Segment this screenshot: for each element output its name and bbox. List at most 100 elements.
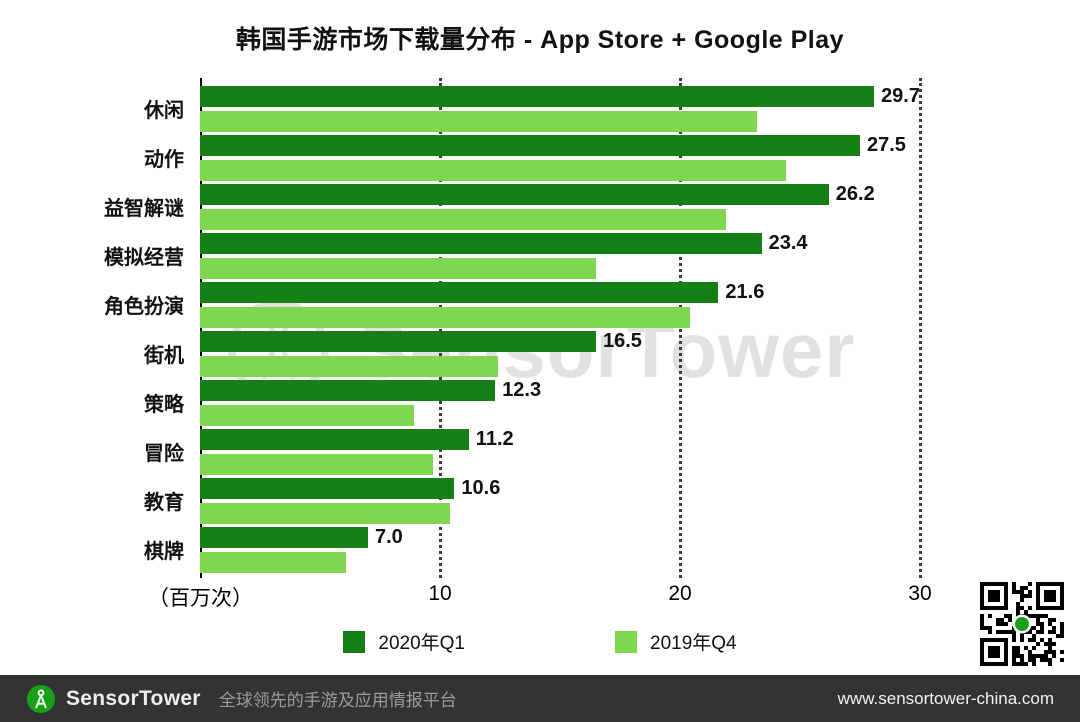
bar-field: 7.0 (200, 525, 920, 573)
bar-2020q1 (200, 330, 596, 352)
category-label: 模拟经营 (104, 247, 184, 269)
bar-line-2019q4 (200, 257, 920, 279)
category-label: 动作 (144, 149, 184, 171)
bar-2020q1 (200, 428, 469, 450)
bar-group: 角色扮演 21.6 (0, 280, 920, 329)
bar-2020q1 (200, 134, 860, 156)
x-tick-label: 10 (428, 582, 452, 605)
bar-line-2019q4 (200, 453, 920, 475)
bar-2019q4 (200, 110, 757, 132)
value-label: 7.0 (375, 525, 403, 548)
bar-field: 10.6 (200, 476, 920, 524)
axis-unit-label: （百万次） (148, 587, 253, 610)
bar-line-2019q4 (200, 110, 920, 132)
x-axis-ticks: 10 20 30 (200, 582, 931, 608)
bar-field: 16.5 (200, 329, 920, 377)
bar-line-2020q1: 29.7 (200, 84, 920, 107)
legend-label-2020q1: 2020年Q1 (378, 633, 465, 654)
bar-group: 策略 12.3 (0, 378, 920, 427)
value-label: 12.3 (502, 378, 542, 401)
chart-title: 韩国手游市场下载量分布 - App Store + Google Play (235, 26, 845, 54)
bar-line-2020q1: 7.0 (200, 525, 920, 548)
footer-url: www.sensortower-china.com (837, 688, 1054, 708)
bar-line-2020q1: 10.6 (200, 476, 920, 499)
bar-2020q1 (200, 477, 455, 499)
bar-2019q4 (200, 257, 596, 279)
category-label: 冒险 (144, 443, 184, 465)
bar-line-2019q4 (200, 404, 920, 426)
bar-field: 11.2 (200, 427, 920, 475)
footer: SensorTower 全球领先的手游及应用情报平台 www.sensortow… (0, 675, 1080, 722)
bar-line-2020q1: 12.3 (200, 378, 920, 401)
bar-field: 26.2 (200, 182, 920, 230)
bar-line-2019q4 (200, 306, 920, 328)
bar-line-2020q1: 23.4 (200, 231, 920, 254)
bar-2019q4 (200, 404, 414, 426)
value-label: 23.4 (768, 231, 808, 254)
bar-line-2020q1: 27.5 (200, 133, 920, 156)
legend-swatch-2020q1 (343, 630, 366, 653)
bar-2020q1 (200, 183, 829, 205)
footer-brand-group: SensorTower 全球领先的手游及应用情报平台 (26, 684, 838, 714)
bar-group: 模拟经营 23.4 (0, 231, 920, 280)
bar-line-2020q1: 16.5 (200, 329, 920, 352)
value-label: 26.2 (835, 182, 875, 205)
bar-group: 冒险 11.2 (0, 427, 920, 476)
bar-2020q1 (200, 232, 762, 254)
sensortower-logo-icon (26, 684, 56, 713)
bar-field: 27.5 (200, 133, 920, 181)
bar-line-2019q4 (200, 159, 920, 181)
bar-line-2019q4 (200, 502, 920, 524)
bar-group: 街机 16.5 (0, 329, 920, 378)
bar-2019q4 (200, 208, 726, 230)
bar-2020q1 (200, 379, 496, 401)
value-label: 11.2 (475, 427, 514, 450)
x-tick-label: 30 (908, 582, 932, 605)
bar-group: 休闲 29.7 (0, 84, 920, 133)
category-label: 休闲 (144, 100, 184, 122)
bar-field: 21.6 (200, 280, 920, 328)
bar-2019q4 (200, 551, 347, 573)
bar-group: 动作 27.5 (0, 133, 920, 182)
legend-swatch-2019q4 (615, 630, 637, 653)
value-label: 10.6 (461, 476, 501, 499)
value-label: 21.6 (725, 280, 765, 303)
bar-group: 益智解谜 26.2 (0, 182, 920, 231)
footer-tagline: 全球领先的手游及应用情报平台 (218, 691, 457, 710)
value-label: 27.5 (867, 133, 906, 156)
bar-field: 12.3 (200, 378, 920, 426)
qr-code-svg (980, 582, 1064, 666)
footer-brand-name: SensorTower (66, 686, 201, 710)
value-label: 29.7 (881, 84, 920, 107)
category-label: 棋牌 (144, 541, 184, 563)
x-tick-label: 20 (668, 582, 692, 605)
bar-2019q4 (200, 453, 433, 475)
bar-line-2020q1: 26.2 (200, 182, 920, 205)
bar-group: 教育 10.6 (0, 476, 920, 525)
bar-2020q1 (200, 281, 719, 303)
category-label: 角色扮演 (104, 296, 184, 318)
bar-2020q1 (200, 526, 368, 548)
bar-2019q4 (200, 355, 498, 377)
category-label: 策略 (144, 394, 184, 416)
legend-item-2020q1: 2020年Q1 (343, 628, 465, 655)
bar-chart: 休闲 29.7 动作 27.5 益智解谜 26.2 模拟经营 23.4 角色扮演 21.6 街机 16… (0, 78, 932, 610)
bar-line-2019q4 (200, 551, 920, 573)
value-label: 16.5 (603, 329, 642, 352)
bar-field: 29.7 (200, 84, 920, 132)
legend-label-2019q4: 2019年Q4 (650, 633, 737, 654)
bar-line-2019q4 (200, 208, 920, 230)
bar-line-2020q1: 11.2 (200, 427, 920, 450)
bar-line-2020q1: 21.6 (200, 280, 920, 303)
bar-2019q4 (200, 502, 450, 524)
qr-code (980, 582, 1064, 666)
category-label: 益智解谜 (104, 198, 184, 220)
bar-line-2019q4 (200, 355, 920, 377)
bar-field: 23.4 (200, 231, 920, 279)
bar-2019q4 (200, 159, 786, 181)
legend: 2020年Q1 2019年Q4 (0, 628, 1080, 655)
bar-2020q1 (200, 85, 875, 107)
category-label: 教育 (144, 492, 184, 514)
bar-2019q4 (200, 306, 690, 328)
